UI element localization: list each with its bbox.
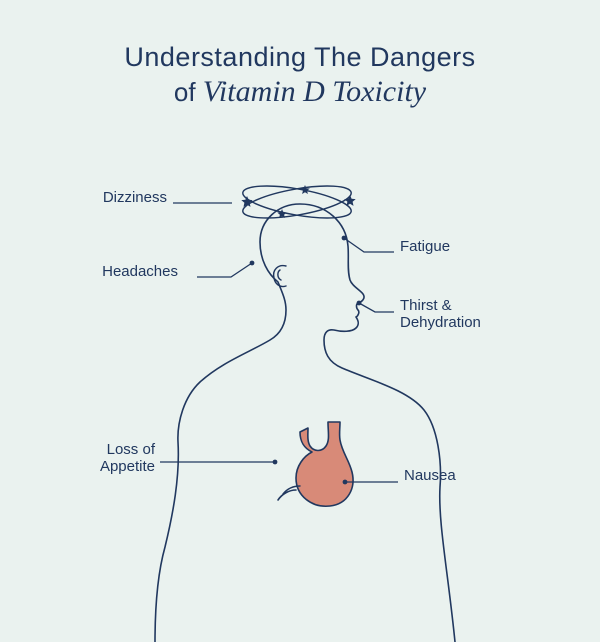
label-nausea: Nausea [404, 467, 456, 484]
leader-lines [160, 203, 398, 484]
label-appetite: Loss of Appetite [35, 441, 155, 476]
dizzy-icon [241, 180, 356, 225]
label-thirst: Thirst & Dehydration [400, 297, 481, 332]
body-diagram [0, 42, 600, 642]
label-fatigue: Fatigue [400, 238, 450, 255]
label-dizziness: Dizziness [47, 189, 167, 206]
label-headaches: Headaches [58, 263, 178, 280]
body-outline [155, 204, 455, 642]
stomach-icon [278, 422, 353, 506]
